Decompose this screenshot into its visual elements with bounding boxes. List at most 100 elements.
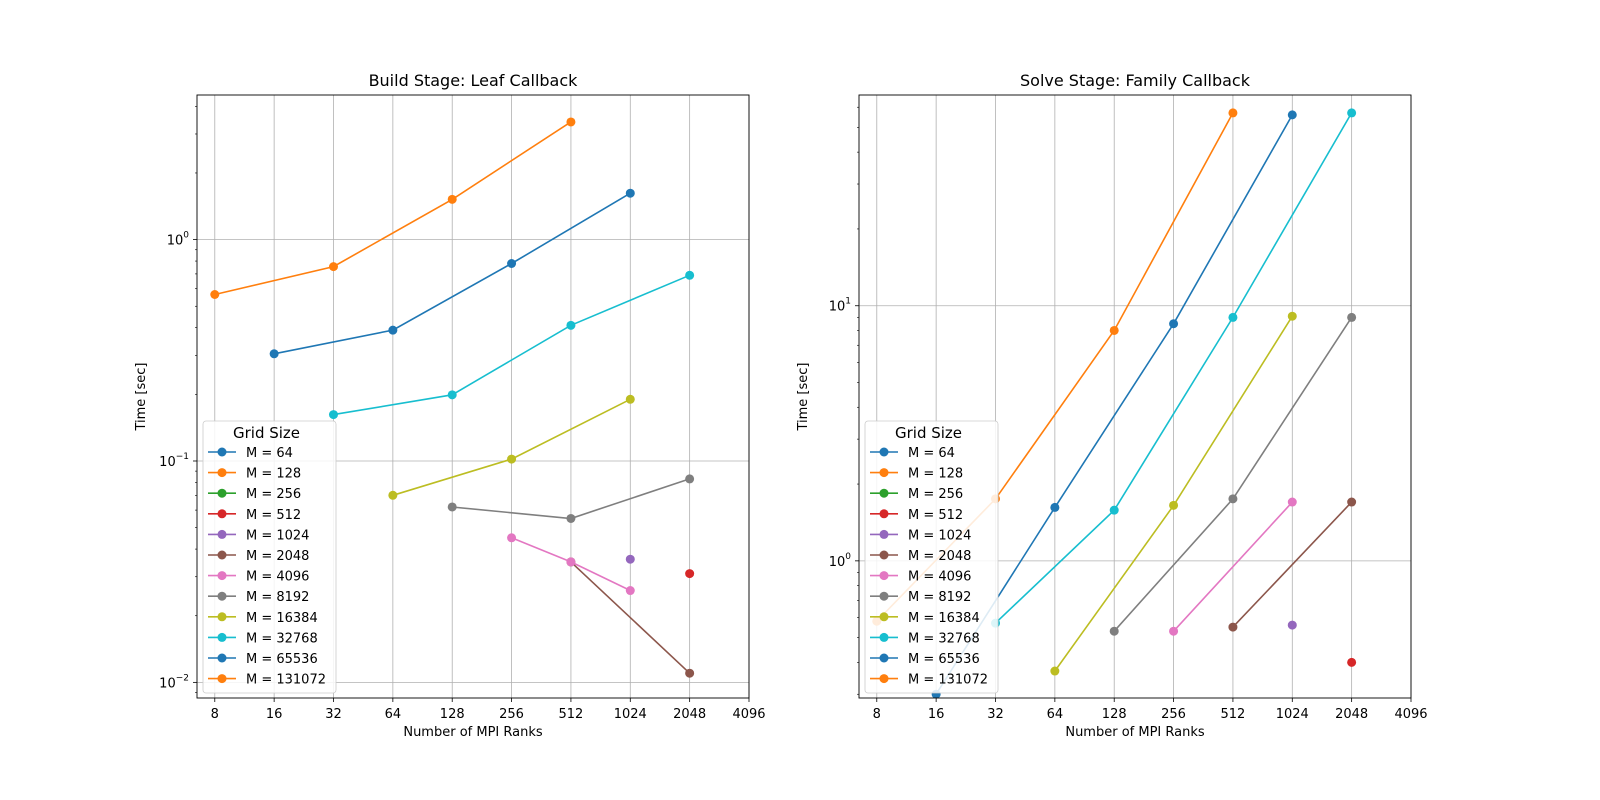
data-point xyxy=(1287,497,1297,507)
legend-swatch-marker xyxy=(879,571,889,581)
data-point xyxy=(566,557,576,567)
legend-swatch-marker xyxy=(217,591,227,601)
legend-title: Grid Size xyxy=(233,424,300,442)
x-tick-label: 32 xyxy=(325,707,342,722)
series-line xyxy=(214,121,572,296)
data-point xyxy=(1228,108,1238,118)
legend-swatch-marker xyxy=(879,632,889,642)
panel-build-stage: 8 16 32 64 128 256 512 1024 2048 409610−210−1100B… xyxy=(134,71,766,740)
x-tick-label: 128 xyxy=(1102,707,1127,722)
x-tick-label: 64 xyxy=(385,707,402,722)
y-tick-exponent: −2 xyxy=(176,673,189,683)
x-tick-label: 4096 xyxy=(732,707,765,722)
y-tick-label: 10−1 xyxy=(159,452,189,470)
plot-frame xyxy=(858,94,1412,699)
data-point xyxy=(210,290,220,300)
y-tick-exponent: 0 xyxy=(183,231,189,241)
y-tick-base: 10 xyxy=(159,676,176,691)
series-line xyxy=(273,192,631,355)
x-tick-label: 16 xyxy=(928,707,945,722)
legend-label: M = 8192 xyxy=(908,590,971,605)
data-point xyxy=(447,390,457,400)
legend-label: M = 16384 xyxy=(246,611,318,626)
legend-box xyxy=(864,420,999,694)
legend-swatch-marker xyxy=(217,509,227,519)
data-point xyxy=(388,325,398,335)
y-tick-base: 10 xyxy=(829,555,846,570)
data-point xyxy=(1109,505,1119,515)
y-tick-label: 10−2 xyxy=(159,673,189,691)
x-tick-label: 1024 xyxy=(1276,707,1309,722)
y-tick-label: 100 xyxy=(167,231,190,249)
legend-label: M = 4096 xyxy=(246,570,309,585)
legend-swatch-marker xyxy=(879,653,889,663)
y-tick-label: 100 xyxy=(829,552,852,570)
x-tick-label: 64 xyxy=(1047,707,1064,722)
legend-swatch-marker xyxy=(879,509,889,519)
legend-swatch-marker xyxy=(879,529,889,539)
legend-swatch-marker xyxy=(217,612,227,622)
y-axis-label: Time [sec] xyxy=(796,362,811,431)
x-tick-label: 256 xyxy=(499,707,524,722)
series-line xyxy=(570,561,691,674)
data-point xyxy=(1169,319,1179,329)
series-line xyxy=(994,112,1353,624)
y-tick-exponent: 0 xyxy=(845,552,851,562)
x-tick-label: 8 xyxy=(211,707,219,722)
data-point xyxy=(1287,311,1297,321)
y-tick-base: 10 xyxy=(159,455,176,470)
legend-label: M = 32768 xyxy=(246,631,318,646)
x-ticks: 8 16 32 64 128 256 512 1024 2048 4096 xyxy=(873,698,1428,722)
data-point xyxy=(1287,110,1297,120)
y-tick-exponent: 1 xyxy=(845,297,851,307)
legend-label: M = 512 xyxy=(246,508,301,523)
data-point xyxy=(1109,626,1119,636)
legend-label: M = 128 xyxy=(908,467,963,482)
x-tick-label: 512 xyxy=(559,707,584,722)
data-point xyxy=(566,513,576,523)
y-tick-base: 10 xyxy=(167,234,184,249)
x-tick-label: 128 xyxy=(440,707,465,722)
data-point xyxy=(507,454,517,464)
x-tick-label: 2048 xyxy=(1335,707,1368,722)
legend-label: M = 128 xyxy=(246,467,301,482)
y-tick-base: 10 xyxy=(829,300,846,315)
data-point xyxy=(1228,312,1238,322)
legend-label: M = 131072 xyxy=(246,673,326,688)
legend-swatch-marker xyxy=(217,488,227,498)
legend-swatch-marker xyxy=(879,591,889,601)
data-point xyxy=(1347,657,1357,667)
data-point xyxy=(328,410,338,420)
legend-label: M = 256 xyxy=(908,487,963,502)
legend-swatch-marker xyxy=(879,468,889,478)
legend: Grid Size M = 64 M = 128 M = 256 M = 512 M = … xyxy=(864,420,999,694)
legend-label: M = 64 xyxy=(908,446,955,461)
series-line xyxy=(1173,501,1293,632)
legend-swatch-marker xyxy=(217,571,227,581)
series-group xyxy=(210,117,695,678)
data-point xyxy=(566,117,576,127)
x-tick-label: 512 xyxy=(1221,707,1246,722)
x-ticks: 8 16 32 64 128 256 512 1024 2048 4096 xyxy=(211,698,766,722)
data-point xyxy=(685,474,695,484)
data-point xyxy=(685,270,695,280)
legend-title: Grid Size xyxy=(895,424,962,442)
legend-label: M = 8192 xyxy=(246,590,309,605)
x-tick-label: 4096 xyxy=(1394,707,1427,722)
series-line xyxy=(1232,501,1353,628)
chart-title: Build Stage: Leaf Callback xyxy=(369,71,579,90)
data-point xyxy=(1347,108,1357,118)
x-tick-label: 8 xyxy=(873,707,881,722)
data-point xyxy=(269,349,279,359)
legend-label: M = 2048 xyxy=(908,549,971,564)
data-point xyxy=(447,502,457,512)
data-point xyxy=(1169,500,1179,510)
legend: Grid Size M = 64 M = 128 M = 256 M = 512 M = … xyxy=(202,420,337,694)
data-point xyxy=(1050,666,1060,676)
legend-label: M = 256 xyxy=(246,487,301,502)
x-tick-label: 2048 xyxy=(673,707,706,722)
data-point xyxy=(1109,325,1119,335)
data-point xyxy=(625,554,635,564)
